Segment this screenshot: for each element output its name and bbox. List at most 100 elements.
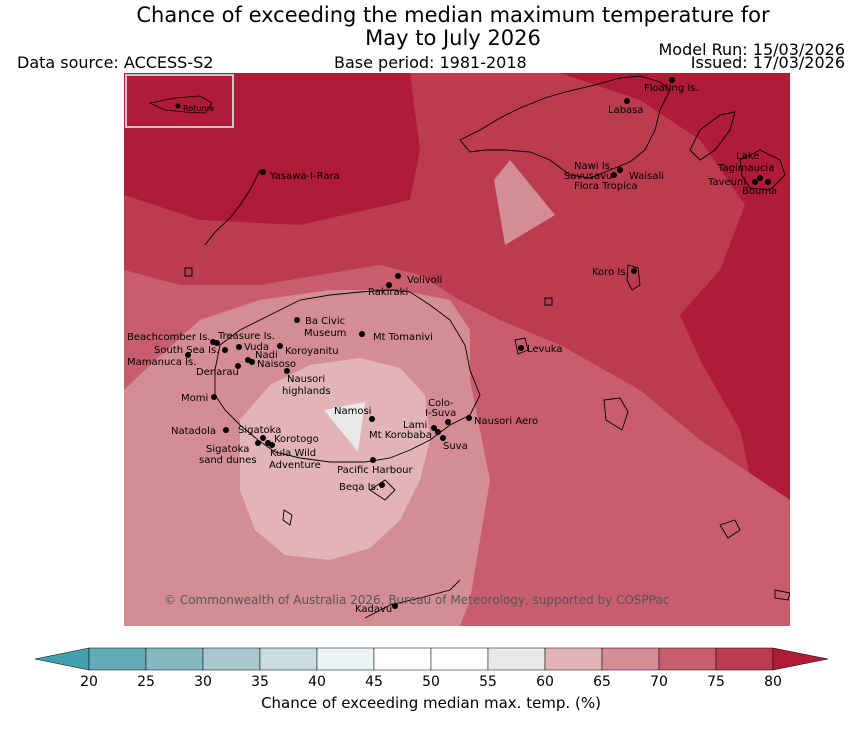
place-markers [185,77,771,609]
colorbar-tick-label: 25 [137,674,155,690]
viti-levu-coast [214,289,481,463]
marker-volivoli [395,273,401,279]
label-i-suva: I-Suva [425,408,456,419]
vanua-levu-coast [459,75,671,179]
marker-tagimaucia [757,175,763,181]
label-tomanivi: Mt Tomanivi [373,332,433,343]
colorbar-tick-label: 75 [707,674,725,690]
marker-sigatoka [260,435,266,441]
colorbar-tick-label: 40 [308,674,326,690]
marker-suva [440,435,446,441]
marker-treasure [214,340,220,346]
label-nadi: Nadi [255,350,278,361]
label-nawi: Nawi Is. [574,161,613,172]
label-kula-2: Adventure [269,460,321,471]
label-pacific-harbour: Pacific Harbour [337,465,414,476]
colorbar-segment [202,647,261,671]
colorbar-segments [34,647,829,671]
marker-pacific-harbour [370,457,376,463]
marker-yasawa [260,169,266,175]
marker-denarau [235,363,241,369]
marker-ba [294,317,300,323]
marker-beqa [379,482,385,488]
marker-natadola [223,427,229,433]
base-period: Base period: 1981-2018 [334,53,527,72]
marker-namosi [369,416,375,422]
issued-date: Issued: 17/03/2026 [690,53,845,72]
label-volivoli: Volivoli [407,275,442,286]
colorbar-tick-label: 60 [536,674,554,690]
marker-sigatoka-dunes [255,440,261,446]
label-mamanuca: Mamanuca Is. [127,357,196,368]
colorbar-segment [544,647,603,671]
label-labasa: Labasa [608,105,644,116]
label-korobaba: Mt Korobaba [369,430,432,441]
colorbar-tick-label: 65 [593,674,611,690]
label-south-sea: South Sea Is. [154,345,219,356]
label-nausori-highlands-1: Nausori [287,374,325,385]
vatulele-coast [282,509,293,526]
label-vuda: Vuda [244,342,269,353]
colorbar-segment [658,647,717,671]
marker-labasa [624,98,630,104]
colorbar: 20 25 30 35 40 45 50 55 60 65 70 75 80 [34,647,829,690]
label-momi: Momi [181,393,208,404]
colorbar-tick-label: 80 [764,674,782,690]
kadavu-coast [364,579,461,619]
taveuni-coast [689,111,736,161]
label-rakiraki: Rakiraki [368,287,408,298]
ovalau-coast [514,337,529,355]
marker-momi [211,394,217,400]
label-kadavu: Kadavu [355,604,392,615]
marker-tomanivi [359,331,365,337]
koro-coast [626,264,641,291]
colorbar-segment [145,647,204,671]
chart-title-line1: Chance of exceeding the median maximum t… [136,3,770,27]
label-beqa: Beqa Is. [339,482,379,493]
colorbar-tick-label: 35 [251,674,269,690]
label-rotuma: Rotuma [183,104,214,113]
label-nausori-aero: Nausori Aero [474,416,538,427]
label-lami: Lami [403,420,427,431]
label-treasure: Treasure Is. [217,331,275,342]
label-namosi: Namosi [334,406,371,417]
marker-kula [269,442,275,448]
band-65-70-north [494,160,555,245]
colorbar-segment [601,647,660,671]
marker-kadavu [392,603,398,609]
marker-vuda [236,344,242,350]
marker-naisoso [249,359,255,365]
label-bouma: Bouma [742,186,777,197]
marker-levuka [518,345,524,351]
colorbar-tick-label: 55 [479,674,497,690]
band-55-60 [324,402,365,452]
colorbar-segment [259,647,318,671]
colorbar-label: Chance of exceeding median max. temp. (%… [261,694,601,712]
copyright-note: © Commonwealth of Australia 2026, Bureau… [164,593,669,607]
label-levuka: Levuka [527,344,563,355]
colorbar-segment [487,647,546,671]
marker-nausori-highlands [284,368,290,374]
label-ba-civic: Ba Civic [305,316,345,327]
coastlines [184,75,790,619]
label-floating-is: Floating Is. [644,83,699,94]
small-island-coast [544,297,553,306]
colorbar-tick-label: 30 [194,674,212,690]
colorbar-segment [715,647,774,671]
marker-lami [431,425,437,431]
qamea-coast [739,149,786,191]
label-kula-1: Kula Wild [270,448,316,459]
label-naisoso: Naisoso [257,359,296,370]
label-korotogo: Korotogo [274,434,319,445]
label-flora-tropica: Flora Tropica [574,181,637,192]
data-source: Data source: ACCESS-S2 [17,53,214,72]
label-colo: Colo- [428,398,454,409]
marker-colo-i-suva [445,419,451,425]
label-beachcomber: Beachcomber Is. [127,332,210,343]
marker-mamanuca [185,352,191,358]
label-taveuni: Taveuni [707,177,746,188]
label-sigatoka: Sigatoka [238,425,281,436]
marker-korobaba [435,429,441,435]
colorbar-segment [373,647,432,671]
